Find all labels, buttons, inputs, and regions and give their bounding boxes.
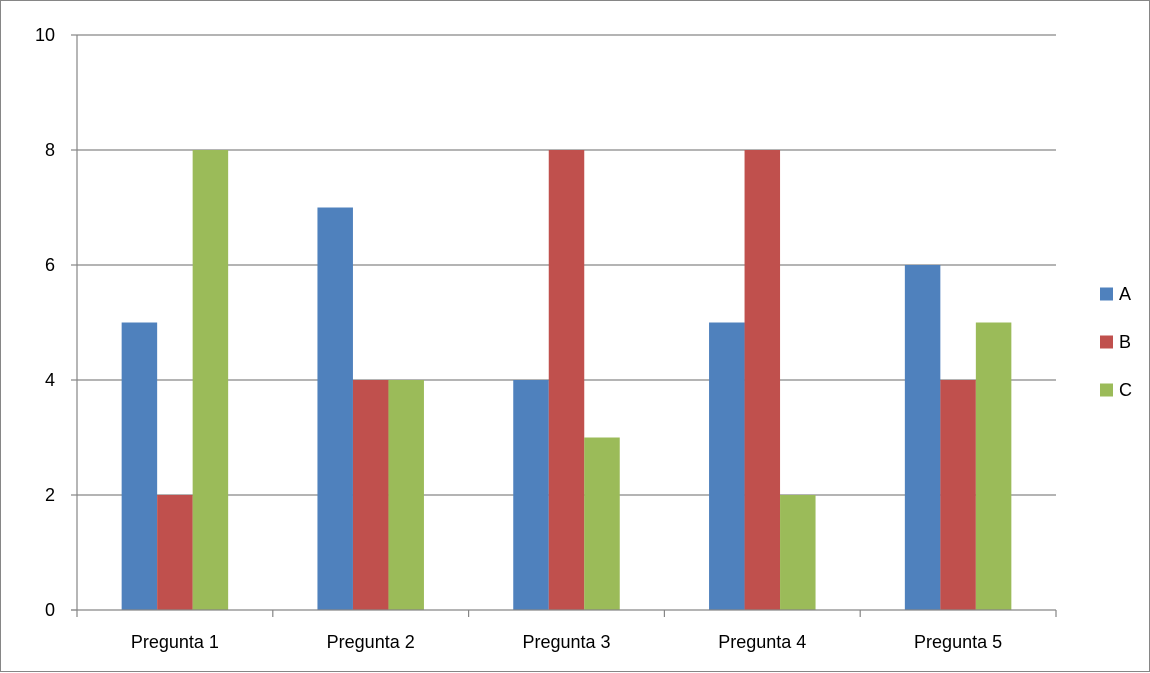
y-tick-label: 0 bbox=[45, 600, 55, 620]
bar-c-1 bbox=[192, 150, 229, 610]
x-tick-label: Pregunta 3 bbox=[522, 632, 610, 652]
y-tick-label: 8 bbox=[45, 140, 55, 160]
legend-swatch-a bbox=[1100, 287, 1113, 301]
bar-a-3 bbox=[513, 380, 549, 610]
x-tick-label: Pregunta 1 bbox=[131, 632, 219, 652]
bar-b-4 bbox=[744, 150, 781, 610]
x-tick-labels: Pregunta 1 Pregunta 2 Pregunta 3 Pregunta 4… bbox=[131, 632, 1002, 652]
axes bbox=[71, 34, 1057, 617]
bar-c-4 bbox=[780, 495, 816, 610]
legend-label-b: B bbox=[1119, 332, 1131, 352]
bar-b-5 bbox=[940, 380, 976, 610]
y-tick-label: 2 bbox=[45, 485, 55, 505]
legend-label-c: C bbox=[1119, 380, 1132, 400]
bar-a-2 bbox=[317, 207, 353, 610]
bar-c-2 bbox=[388, 380, 424, 610]
y-tick-label: 4 bbox=[45, 370, 55, 390]
legend-label-a: A bbox=[1119, 284, 1131, 304]
bar-a-4 bbox=[709, 322, 745, 610]
x-tick-label: Pregunta 5 bbox=[914, 632, 1002, 652]
bar-a-1 bbox=[121, 322, 158, 610]
y-tick-label: 6 bbox=[45, 255, 55, 275]
bar-b-3 bbox=[548, 150, 585, 610]
bar-c-3 bbox=[584, 437, 620, 610]
bar-a-5 bbox=[904, 265, 941, 610]
y-tick-label: 10 bbox=[35, 25, 55, 45]
bar-b-1 bbox=[157, 495, 193, 610]
bar-b-2 bbox=[352, 380, 389, 610]
legend-swatch-b bbox=[1100, 335, 1113, 349]
legend: A B C bbox=[1100, 284, 1132, 400]
x-tick-label: Pregunta 4 bbox=[718, 632, 806, 652]
legend-swatch-c bbox=[1100, 383, 1113, 397]
bar-c-5 bbox=[975, 322, 1012, 610]
y-tick-labels: 0 2 4 6 8 10 bbox=[35, 25, 55, 620]
bars bbox=[121, 150, 1012, 610]
x-tick-label: Pregunta 2 bbox=[327, 632, 415, 652]
